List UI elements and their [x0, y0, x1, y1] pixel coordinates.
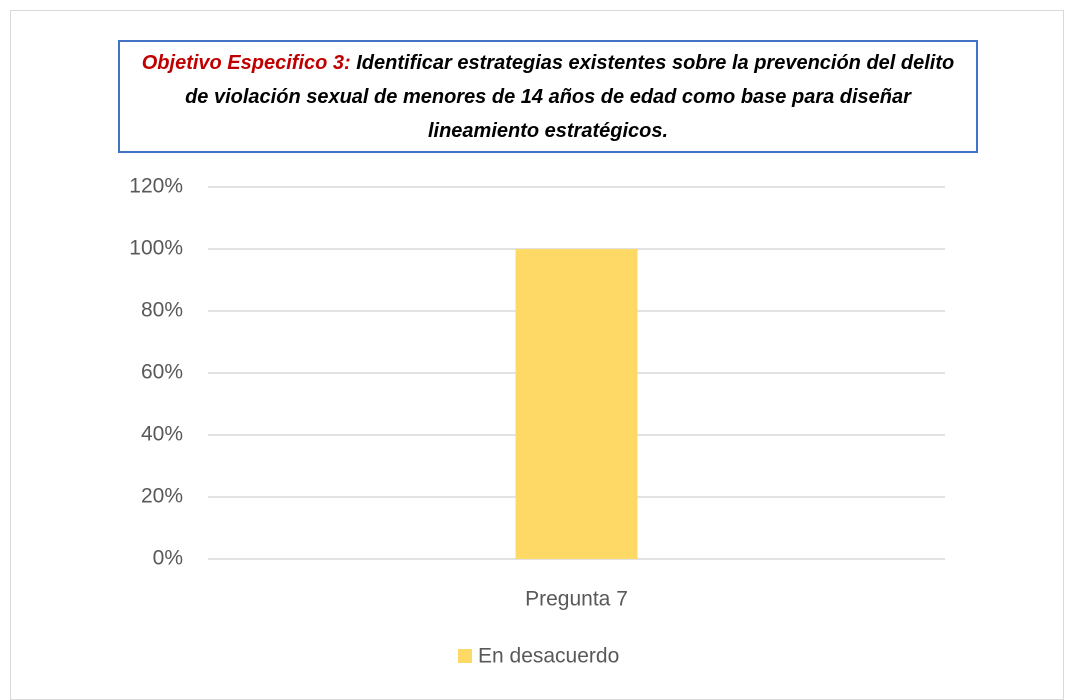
y-tick-label: 80% [141, 299, 183, 322]
title-box: Objetivo Especifico 3: Identificar estra… [118, 40, 978, 153]
bar [515, 249, 638, 559]
title-label: Objetivo Especifico 3: [141, 51, 351, 74]
chart-title: Identificar estrategias existentes sobre… [185, 51, 955, 142]
y-tick-label: 20% [141, 485, 183, 508]
y-tick-label: 120% [129, 175, 183, 198]
y-tick-label: 40% [141, 423, 183, 446]
y-tick-label: 100% [129, 237, 183, 260]
y-tick-label: 0% [153, 547, 183, 570]
y-tick-label: 60% [141, 361, 183, 384]
title-text: Objetivo Especifico 3: Identificar estra… [130, 46, 966, 148]
x-tick-label: Pregunta 7 [525, 588, 628, 611]
legend-label: En desacuerdo [478, 645, 619, 668]
legend-swatch [458, 649, 472, 663]
